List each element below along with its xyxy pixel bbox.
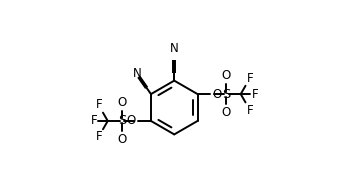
Text: N: N	[132, 67, 141, 80]
Text: F: F	[247, 72, 253, 85]
Text: O: O	[117, 133, 127, 146]
Text: O: O	[127, 114, 136, 127]
Text: O: O	[212, 88, 222, 101]
Text: F: F	[247, 103, 253, 117]
Text: F: F	[252, 88, 258, 101]
Text: N: N	[170, 42, 179, 55]
Text: S: S	[222, 88, 230, 101]
Text: F: F	[90, 114, 97, 127]
Text: O: O	[222, 106, 231, 119]
Text: O: O	[117, 96, 127, 109]
Text: O: O	[222, 69, 231, 82]
Text: S: S	[118, 114, 126, 127]
Text: F: F	[95, 130, 102, 143]
Text: F: F	[95, 98, 102, 112]
